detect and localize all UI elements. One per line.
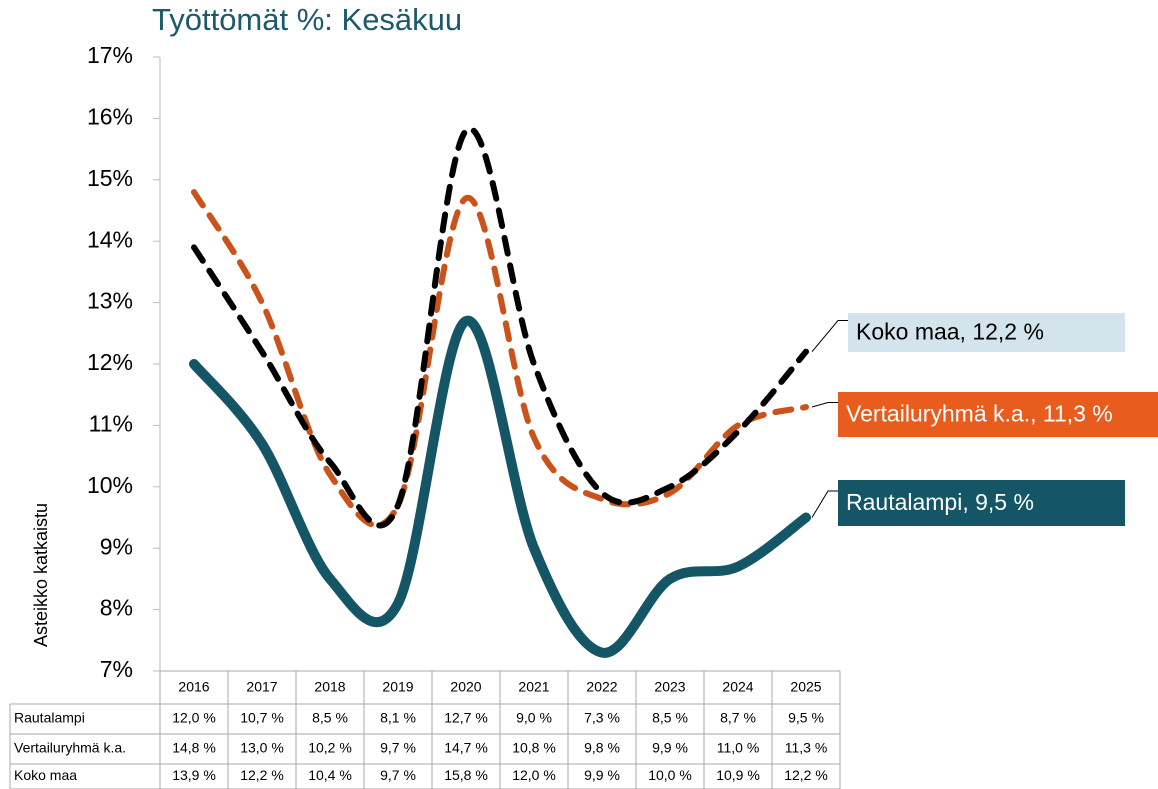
table-value: 12,0 % (512, 767, 556, 783)
callout-box (838, 480, 1125, 526)
table-value: 8,7 % (720, 710, 756, 726)
table-value: 8,5 % (652, 710, 688, 726)
table-value: 12,7 % (444, 710, 488, 726)
y-tick-label: 16% (87, 103, 133, 129)
table-value: 15,8 % (444, 767, 488, 783)
x-tick-label: 2022 (586, 679, 617, 695)
table-value: 9,9 % (652, 740, 688, 756)
x-tick-label: 2019 (382, 679, 413, 695)
table-value: 11,3 % (785, 740, 828, 756)
y-tick-label: 7% (100, 656, 133, 682)
y-tick-label: 17% (87, 42, 133, 68)
table-value: 10,7 % (240, 710, 284, 726)
table-value: 13,9 % (172, 767, 216, 783)
leader-line (811, 402, 838, 408)
y-tick-label: 14% (87, 226, 133, 252)
table-value: 10,4 % (308, 767, 352, 783)
y-tick-label: 15% (87, 165, 133, 191)
table-value: 9,5 % (788, 710, 824, 726)
y-tick-label: 9% (100, 533, 133, 559)
leader-line (811, 490, 838, 518)
table-value: 9,7 % (380, 767, 416, 783)
callout-box (838, 392, 1158, 437)
table-value: 12,2 % (784, 767, 828, 783)
table-value: 9,0 % (516, 710, 552, 726)
callout-label: Koko maa, 12,2 % (856, 319, 1044, 345)
chart-title: Työttömät %: Kesäkuu (152, 2, 462, 37)
x-tick-label: 2021 (518, 679, 549, 695)
table-value: 14,8 % (172, 740, 216, 756)
legend-label: Vertailuryhmä k.a. (14, 740, 126, 756)
x-tick-label: 2018 (314, 679, 345, 695)
table-value: 9,8 % (584, 740, 620, 756)
callout-box (848, 313, 1125, 352)
table-value: 10,9 % (716, 767, 760, 783)
table-value: 10,2 % (308, 740, 352, 756)
y-tick-label: 13% (87, 288, 133, 314)
x-tick-label: 2025 (790, 679, 821, 695)
table-value: 14,7 % (444, 740, 488, 756)
table-value: 10,8 % (512, 740, 556, 756)
x-tick-label: 2017 (246, 679, 277, 695)
table-value: 12,0 % (172, 710, 216, 726)
legend-label: Koko maa (14, 767, 77, 783)
callout-label: Rautalampi, 9,5 % (846, 489, 1034, 515)
x-tick-label: 2020 (450, 679, 481, 695)
y-axis-label: Asteikko katkaistu (31, 503, 51, 647)
table-value: 11,0 % (717, 740, 760, 756)
line-series (189, 316, 811, 658)
x-tick-label: 2016 (178, 679, 209, 695)
table-value: 8,1 % (380, 710, 416, 726)
y-tick-label: 8% (100, 595, 133, 621)
table-value: 9,9 % (584, 767, 620, 783)
y-tick-label: 12% (87, 349, 133, 375)
table-value: 13,0 % (240, 740, 284, 756)
y-tick-label: 11% (89, 410, 133, 436)
y-tick-label: 10% (87, 472, 133, 498)
table-value: 10,0 % (648, 767, 692, 783)
legend-label: Rautalampi (14, 710, 85, 726)
table-value: 8,5 % (312, 710, 348, 726)
callout-label: Vertailuryhmä k.a., 11,3 % (846, 401, 1113, 427)
leader-line (811, 320, 848, 353)
x-tick-label: 2024 (722, 679, 753, 695)
line-series (191, 189, 809, 529)
table-value: 9,7 % (380, 740, 416, 756)
line-series (191, 125, 809, 529)
x-tick-label: 2023 (654, 679, 685, 695)
table-value: 7,3 % (584, 710, 620, 726)
table-value: 12,2 % (240, 767, 284, 783)
